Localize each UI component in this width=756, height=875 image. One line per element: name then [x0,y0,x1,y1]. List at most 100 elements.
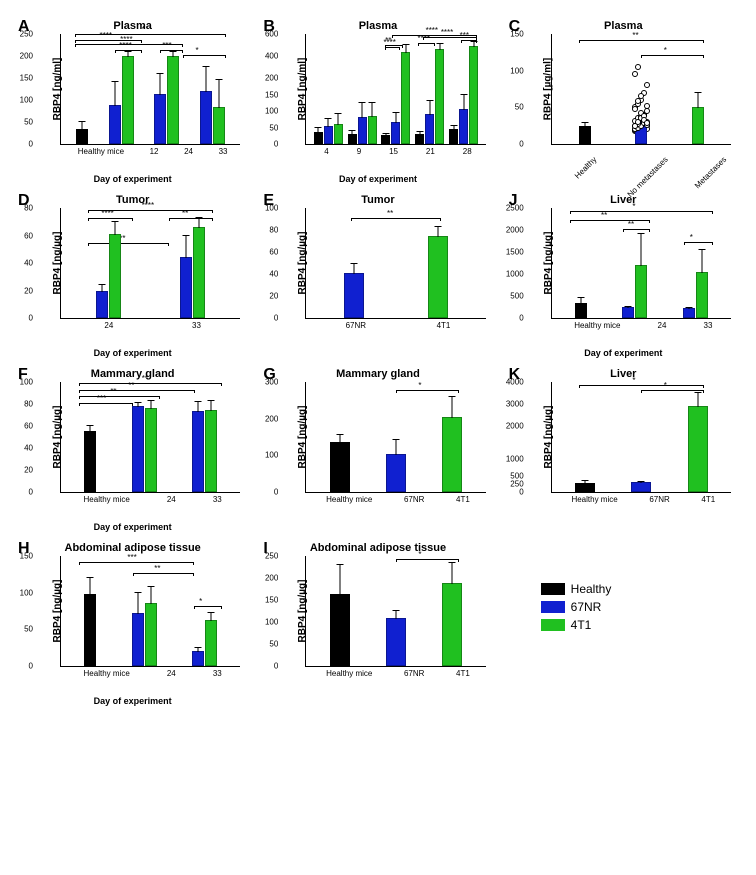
x-ticks: Healthy mice2433 [60,495,245,504]
bar [435,49,444,145]
bar [132,613,144,666]
bar-group [692,34,704,144]
x-axis-label: Day of experiment [20,522,245,532]
y-tick: 50 [269,123,278,132]
bar [213,107,225,144]
bar [401,52,410,144]
y-tick: 50 [269,640,278,649]
bar [334,124,343,144]
bar [154,94,166,144]
error-bar [697,92,698,108]
error-bar [114,221,115,235]
y-axis-label: RBP4 [ng/µg] [52,232,63,295]
panel-E: ETumorRBP4 [ng/µg]020406080100**67NR4T1 [265,194,490,358]
bar [425,114,434,144]
x-ticks: Healthy mice122433 [60,147,245,156]
bar [109,234,121,319]
y-tick: 40 [269,270,278,279]
x-tick: Healthy mice [78,147,124,156]
x-tick: 33 [213,495,222,504]
panel-F: FMammary glandRBP4 [ng/µg]020406080100**… [20,368,245,532]
error-bar [338,113,339,125]
y-tick: 1000 [506,455,524,464]
y-tick: 500 [510,471,523,480]
significance-bracket [79,403,133,404]
bar [459,109,468,144]
significance-bracket [385,47,399,48]
significance-stars: ** [601,211,607,220]
scatter-point [632,106,638,112]
error-bar [199,217,200,228]
chart-area: RBP4 [ng/µg]020406080100********* [60,382,240,493]
significance-stars: * [632,376,635,385]
y-tick: 3000 [506,400,524,409]
bar-group [180,208,205,318]
significance-stars: *** [97,394,106,403]
bar [344,273,364,318]
y-tick: 60 [24,231,33,240]
x-tick: 12 [150,147,159,156]
y-tick: 200 [265,414,278,423]
bar [391,122,400,144]
y-tick: 100 [265,204,278,213]
bar [683,308,695,318]
legend-label: 4T1 [571,618,592,632]
bar-group [579,34,591,144]
x-ticks: 2433 [60,321,245,330]
y-tick: 100 [20,378,33,387]
bar [696,272,708,318]
bar-group [348,34,377,144]
x-ticks: Healthy mice67NR4T1 [305,669,490,678]
chart-area: RBP4 [ng/µg]0100200300* [305,382,485,493]
bars-container [61,208,240,318]
error-bar [211,612,212,621]
error-bar [584,122,585,126]
bars-container [306,556,485,666]
x-axis-label: Day of experiment [265,174,490,184]
x-tick: 4T1 [456,495,470,504]
bar [442,583,462,666]
x-ticks: Healthy mice2433 [60,669,245,678]
x-tick: 33 [213,669,222,678]
bar-group [200,34,225,144]
bar [575,483,595,492]
error-bar [641,481,642,483]
significance-bracket [579,40,705,41]
significance-stars: ** [628,220,634,229]
bar [330,442,350,492]
significance-bracket [79,562,194,563]
bar [386,618,406,666]
figure-grid: APlasmaRBP4 [ng/ml]050100150200250******… [20,20,736,706]
bar-group [132,382,157,492]
y-tick: 4000 [506,378,524,387]
significance-stars: ** [154,564,160,573]
y-tick: 300 [265,378,278,387]
y-tick: 60 [269,248,278,257]
bar-group [575,382,595,492]
bars-container [306,34,485,144]
y-axis-label: RBP4 [ng/ml] [52,58,63,121]
error-bar [186,235,187,258]
chart-title: Liver [511,368,736,380]
y-tick: 2500 [506,204,524,213]
y-tick: 150 [510,30,523,39]
bar [192,411,204,492]
error-bar [89,577,90,595]
x-tick: 28 [463,147,472,156]
panel-J: JLiverRBP4 [ng/µg]05001000150020002500**… [511,194,736,358]
x-tick: Healthy mice [326,669,372,678]
y-axis-label: RBP4 [ng/µg] [297,580,308,643]
legend-item: 4T1 [541,618,736,632]
bar [348,134,357,144]
significance-bracket [570,211,713,212]
significance-bracket [169,218,214,219]
bar-group [575,208,587,318]
error-bar [395,610,396,619]
significance-stars: * [690,233,693,242]
y-tick: 0 [29,662,33,671]
y-tick: 150 [20,74,33,83]
y-tick: 150 [265,90,278,99]
error-bar [463,94,464,111]
significance-stars: **** [418,34,430,43]
y-tick: 20 [24,286,33,295]
